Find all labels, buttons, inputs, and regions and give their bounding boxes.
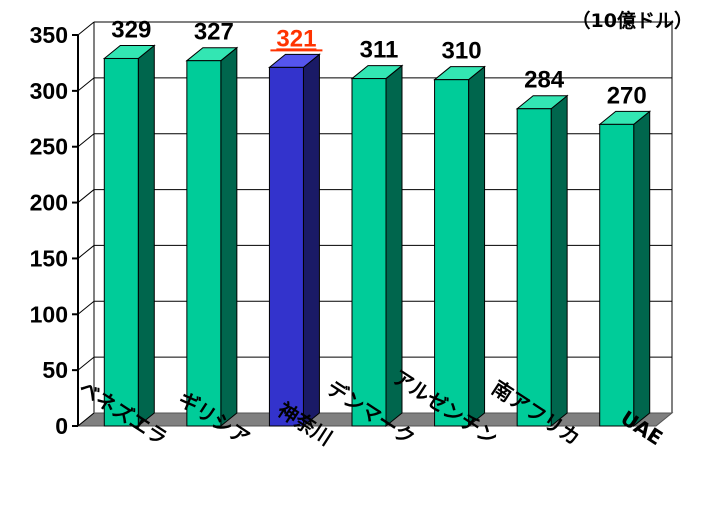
y-tick-depth [77, 356, 95, 371]
bar-side [137, 44, 155, 428]
bar-side [220, 46, 238, 428]
y-tick-label: 350 [30, 22, 68, 48]
bar-side [302, 53, 320, 428]
y-tick-depth [77, 133, 95, 148]
data-label: 270 [607, 82, 647, 109]
bar [350, 64, 404, 428]
bar-front [434, 79, 470, 427]
bar [102, 44, 156, 428]
bar [433, 65, 486, 428]
data-label: 329 [111, 16, 151, 43]
bar [268, 53, 321, 428]
data-labels: 329 327 321 311 310 284 270 [111, 16, 646, 109]
y-tick-label: 250 [30, 134, 68, 160]
data-label: 321 [276, 25, 316, 52]
y-tick-label: 0 [55, 413, 68, 439]
y-tick-depth [77, 245, 95, 259]
bar-front [351, 78, 387, 427]
unit-label: （10億ドル） [572, 9, 693, 32]
bar-side [633, 110, 651, 428]
bar-front [268, 66, 304, 427]
y-tick-depth [77, 21, 95, 36]
bar-side [550, 94, 568, 428]
bar-front [599, 123, 635, 427]
y-tick-label: 100 [30, 301, 68, 327]
y-tick-depth [77, 77, 95, 92]
bar-front [516, 108, 552, 427]
data-label: 310 [442, 38, 482, 65]
bar-front [186, 60, 222, 427]
bar [185, 46, 239, 428]
y-tick-label: 200 [30, 190, 68, 216]
y-tick-depth [77, 189, 95, 203]
bar-front [103, 57, 139, 427]
y-tick-label: 50 [42, 357, 68, 383]
y-tick-depth [77, 412, 95, 427]
y-tick-depth [77, 300, 95, 315]
data-label: 284 [524, 67, 565, 94]
bar-side [468, 65, 486, 428]
bar [515, 94, 569, 428]
y-axis: 0 50 100 150 200 250 300 350 [30, 21, 95, 439]
data-label: 327 [194, 19, 234, 46]
bars [102, 44, 652, 428]
y-tick-label: 300 [30, 78, 68, 104]
y-tick-label: 150 [30, 245, 68, 271]
bar [598, 110, 652, 428]
data-label: 311 [360, 37, 399, 64]
